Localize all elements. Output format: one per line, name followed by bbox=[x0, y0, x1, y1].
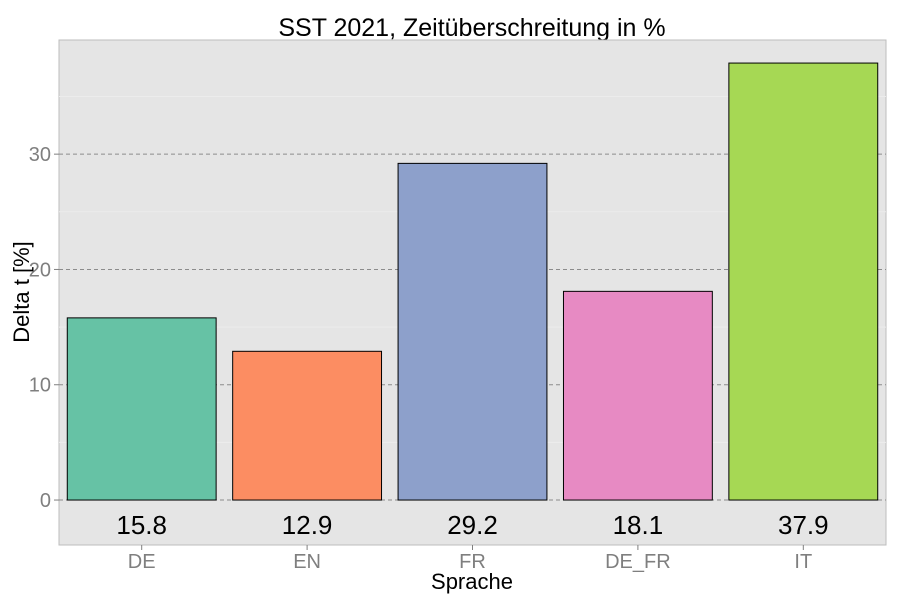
chart-title: SST 2021, Zeitüberschreitung in % bbox=[278, 14, 665, 42]
y-axis-title: Delta t [%] bbox=[9, 241, 34, 342]
x-tick-label: DE_FR bbox=[605, 551, 671, 573]
value-label: 18.1 bbox=[613, 510, 664, 540]
x-tick-label: EN bbox=[293, 551, 321, 573]
x-tick-label: IT bbox=[794, 551, 812, 573]
x-tick-label: FR bbox=[459, 551, 486, 573]
y-axis-ticks: 0 10 20 30 bbox=[29, 144, 59, 512]
x-axis-title: Sprache bbox=[431, 569, 513, 594]
value-label: 15.8 bbox=[116, 510, 167, 540]
bar-de-fr bbox=[562, 290, 713, 501]
value-label: 12.9 bbox=[282, 510, 333, 540]
y-tick-label: 30 bbox=[29, 144, 51, 166]
y-tick-label: 20 bbox=[29, 259, 51, 281]
bar-en bbox=[232, 350, 383, 501]
value-label: 37.9 bbox=[778, 510, 829, 540]
value-label: 29.2 bbox=[447, 510, 498, 540]
value-labels: 15.8 12.9 29.2 18.1 37.9 bbox=[116, 510, 828, 540]
bar-it bbox=[728, 62, 879, 501]
y-tick-label: 0 bbox=[40, 490, 51, 512]
bar-de bbox=[66, 317, 217, 501]
y-tick-label: 10 bbox=[29, 375, 51, 397]
bar-fr bbox=[397, 162, 548, 501]
x-axis-ticks: DE EN FR DE_FR IT bbox=[128, 545, 812, 573]
bars bbox=[66, 62, 879, 501]
x-tick-label: DE bbox=[128, 551, 156, 573]
